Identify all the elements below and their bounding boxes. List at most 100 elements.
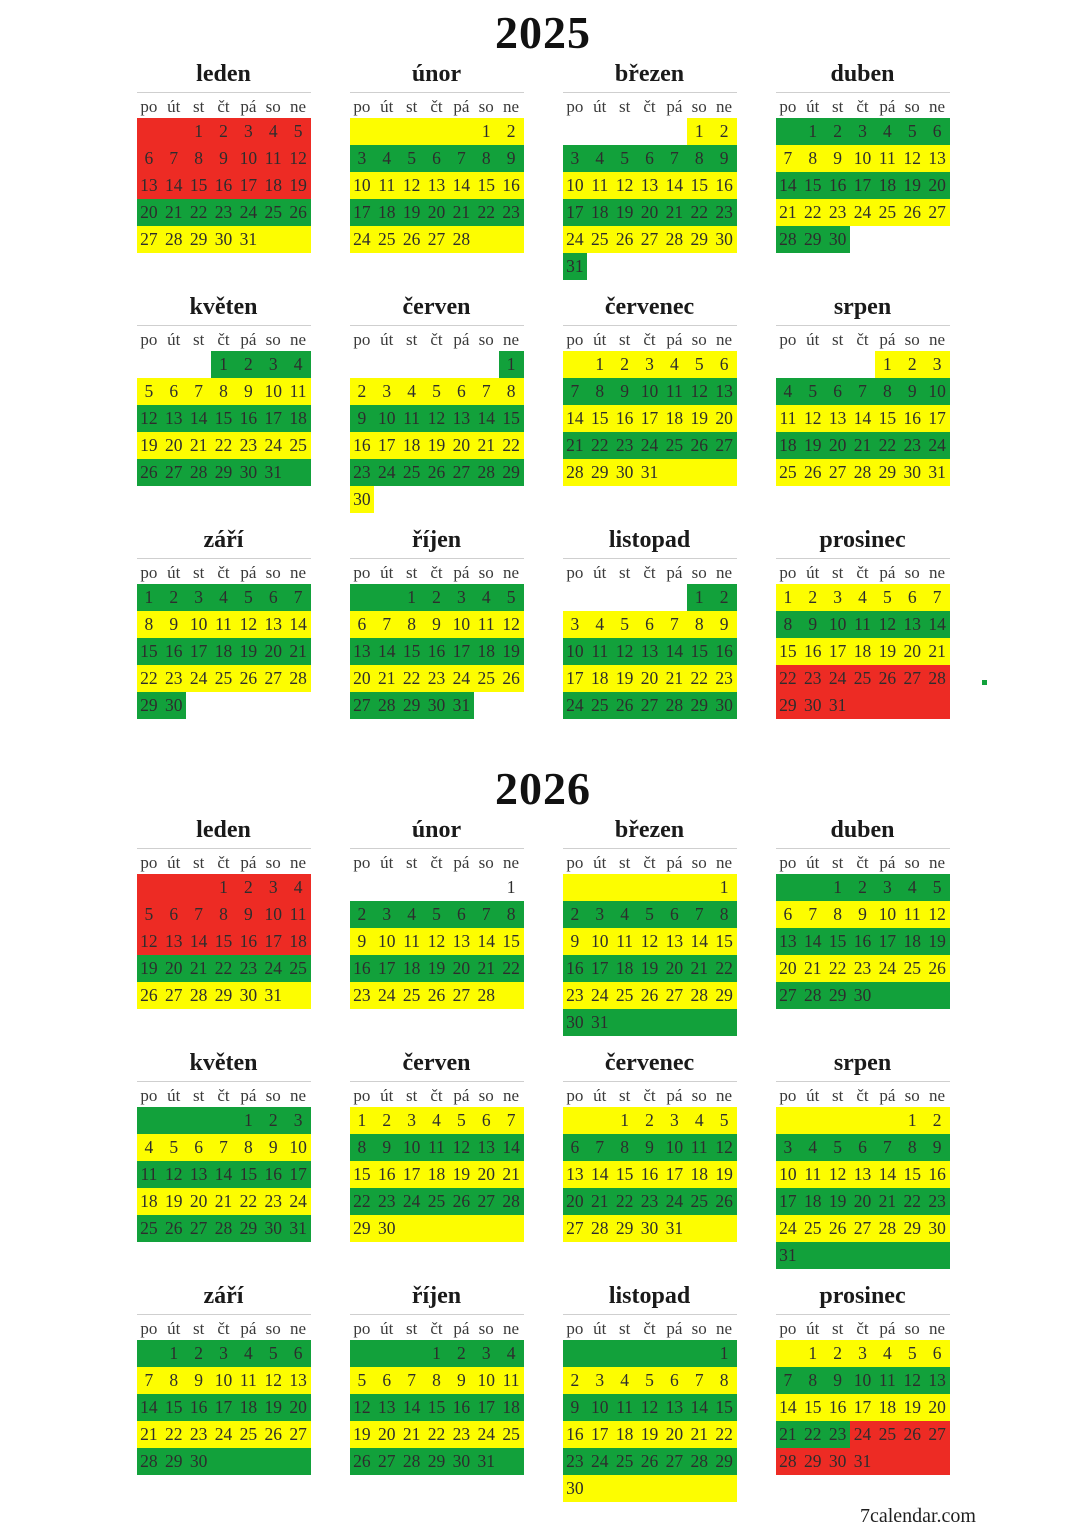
day-cell: 2 <box>612 350 638 378</box>
day-cell: 26 <box>711 1187 737 1215</box>
week-row: 24 25 26 27 28 29 30 <box>562 691 737 719</box>
day-cell: 18 <box>235 1393 261 1421</box>
day-cell: 30 <box>850 981 875 1009</box>
day-cell: 1 <box>775 583 801 611</box>
week-row: 30 31 <box>562 1008 737 1036</box>
day-cell: 26 <box>448 1187 474 1215</box>
day-cell: 9 <box>374 1133 400 1161</box>
day-cell: 5 <box>800 377 826 405</box>
day-cell: 20 <box>424 198 449 226</box>
weekday-label: po <box>353 96 371 116</box>
day-cell: 27 <box>473 1187 499 1215</box>
day-cell: 31 <box>260 458 286 486</box>
week-row: 1 <box>350 874 524 901</box>
day-cell: 17 <box>661 1160 687 1188</box>
month-title: září <box>136 1283 311 1315</box>
month: květen po út st čt pá so ne 1 2 3 4 5 6 7 8 9 10 11 12 13 14 1… <box>136 1050 311 1242</box>
day-cell: 2 <box>424 583 449 611</box>
day-cell: 20 <box>775 954 801 982</box>
day-cell: 31 <box>285 1214 311 1242</box>
day-cell: 15 <box>211 404 236 432</box>
day-cell: 26 <box>899 1420 925 1448</box>
week-row: 9 10 11 12 13 14 15 <box>349 927 524 955</box>
day-cell: 3 <box>260 350 286 378</box>
week-row: 30 <box>562 1474 737 1502</box>
day-cell: 9 <box>186 1366 212 1394</box>
day-cell: 13 <box>775 927 801 955</box>
day-cell: 1 <box>211 873 236 901</box>
week-row: 18 19 20 21 22 23 24 <box>136 1187 311 1215</box>
month: duben po út st čt pá so ne 1 2 3 4 5 6 7 8 9 10 11 12 13 14 15… <box>775 817 950 1009</box>
day-cell: 16 <box>260 1160 286 1188</box>
weekday-label: po <box>353 852 371 872</box>
day-cell: 2 <box>186 1339 212 1367</box>
day-cell: 10 <box>235 144 261 172</box>
day-cell: 9 <box>235 377 261 405</box>
day-cell-empty <box>186 1106 212 1134</box>
week-row: 8 9 10 11 12 13 14 <box>349 1133 524 1161</box>
weekday-label: čt <box>643 1318 656 1338</box>
footer-site-link[interactable]: 7calendar.com <box>859 1505 976 1527</box>
day-cell: 3 <box>850 1339 875 1367</box>
day-cell: 12 <box>136 404 162 432</box>
day-cell: 21 <box>562 431 588 459</box>
day-cell: 19 <box>498 637 524 665</box>
month: červen po út st čt pá so ne 1 2 3 4 5 6 7 8 9 10 11 12 13 14 1… <box>349 294 524 513</box>
day-cell: 16 <box>498 171 524 199</box>
day-cell: 2 <box>448 1339 474 1367</box>
day-cell: 10 <box>399 1133 425 1161</box>
day-cell: 1 <box>349 1106 375 1134</box>
weekday-label: po <box>140 562 158 582</box>
weekday-label: so <box>265 852 281 872</box>
day-cell: 8 <box>186 144 212 172</box>
day-cell: 25 <box>424 1187 449 1215</box>
day-cell: 3 <box>186 583 212 611</box>
day-cell: 4 <box>661 350 687 378</box>
weekday-label: so <box>904 329 920 349</box>
day-cell: 25 <box>285 954 311 982</box>
day-cell: 12 <box>612 637 638 665</box>
day-cell: 21 <box>775 198 801 226</box>
month-title: leden <box>136 61 311 93</box>
weekday-label: so <box>265 329 281 349</box>
weekday-label: po <box>779 1318 797 1338</box>
day-cell: 23 <box>562 981 588 1009</box>
day-cell-empty <box>899 691 925 719</box>
week-row: 28 29 30 <box>136 1447 311 1475</box>
day-cell: 31 <box>587 1008 613 1036</box>
day-cell: 14 <box>374 637 400 665</box>
week-row: 14 15 16 17 18 19 20 <box>775 171 950 199</box>
day-cell: 19 <box>235 637 261 665</box>
day-cell: 9 <box>211 144 236 172</box>
day-cell: 12 <box>399 171 425 199</box>
day-cell-empty <box>161 351 186 378</box>
day-cell: 29 <box>498 458 524 486</box>
day-cell: 31 <box>235 225 261 253</box>
month-title: březen <box>562 817 737 849</box>
day-cell: 11 <box>211 610 236 638</box>
day-cell-empty <box>261 692 286 719</box>
day-cell: 30 <box>374 1214 400 1242</box>
day-cell: 24 <box>775 1214 801 1242</box>
day-cell: 16 <box>562 954 588 982</box>
day-cell: 12 <box>637 927 662 955</box>
day-cell: 20 <box>260 637 286 665</box>
day-cell: 19 <box>899 171 925 199</box>
week-row: 24 25 26 27 28 29 30 <box>562 225 737 253</box>
day-cell-empty <box>474 351 499 378</box>
weekday-header-row: po út st čt pá so ne <box>776 852 950 874</box>
month: březen po út st čt pá so ne 1 2 3 4 5 6 7 8 9 10 11 12 13 14 1… <box>562 817 737 1036</box>
day-cell: 15 <box>136 637 162 665</box>
weekday-label: čt <box>217 329 230 349</box>
week-row: 6 7 8 9 10 11 12 <box>775 900 950 928</box>
day-cell: 29 <box>686 691 712 719</box>
day-cell: 17 <box>850 1393 875 1421</box>
day-cell-empty <box>473 225 499 253</box>
day-cell: 16 <box>825 1393 851 1421</box>
day-cell: 24 <box>850 1420 875 1448</box>
day-cell-empty <box>399 874 424 901</box>
day-cell: 2 <box>349 900 375 928</box>
day-cell: 8 <box>825 900 851 928</box>
weekday-label: pá <box>666 852 683 872</box>
